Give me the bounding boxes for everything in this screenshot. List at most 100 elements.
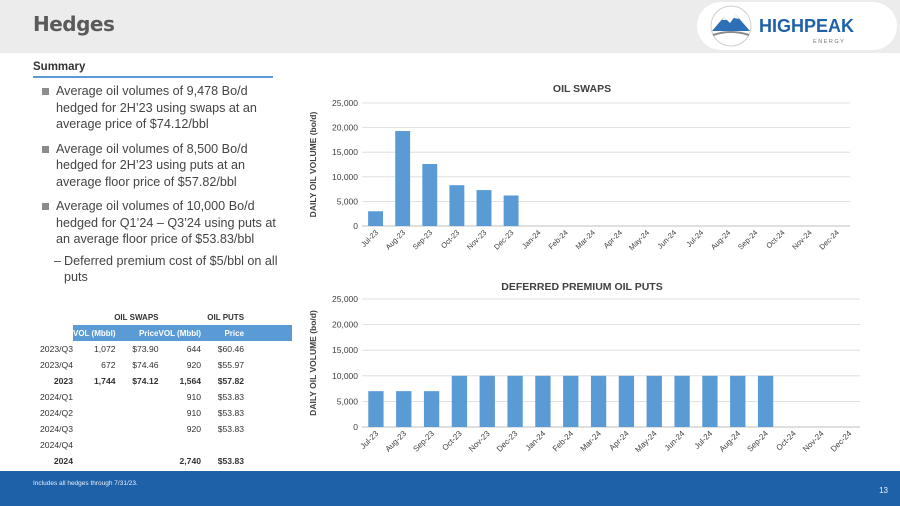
x-tick-label: Jun-24 (663, 429, 687, 453)
x-tick-label: Jan-24 (520, 228, 543, 251)
table-row: 2024/Q4 (30, 437, 292, 453)
footer-bar (0, 471, 900, 506)
cell: $74.46 (132, 360, 159, 370)
summary-bullets: Average oil volumes of 9,478 Bo/d hedged… (42, 83, 282, 286)
x-tick-label: Jul-23 (359, 429, 381, 451)
logo-subtext: E N E R G Y (813, 39, 844, 45)
y-tick-label: 10,000 (332, 172, 358, 182)
x-tick-label: Nov-23 (465, 228, 488, 251)
bar (451, 375, 468, 427)
company-logo: HIGHPEAK E N E R G Y (697, 2, 897, 50)
cell: 1,564 (179, 376, 202, 386)
table-row: 2023/Q3 1,072 $73.90 644 $60.46 (30, 341, 292, 357)
bullet-item: Average oil volumes of 9,478 Bo/d hedged… (42, 83, 282, 133)
x-tick-label: Mar-24 (579, 429, 604, 454)
cell: $73.90 (132, 344, 159, 354)
bar (674, 375, 690, 427)
square-bullet-icon (42, 145, 49, 153)
cell (116, 405, 159, 421)
bar (563, 375, 579, 427)
square-bullet-icon (42, 203, 49, 210)
y-tick-label: 15,000 (332, 147, 358, 157)
cell: 644 (186, 344, 202, 354)
cell: $53.83 (217, 392, 245, 402)
oil-puts-chart: DEFERRED PREMIUM OIL PUTS DAILY OIL VOLUM… (308, 281, 860, 454)
bar (476, 190, 492, 226)
y-tick-label: 15,000 (332, 345, 358, 355)
bullet-text: Average oil volumes of 8,500 Bo/d hedged… (56, 141, 248, 189)
x-tick-label: Jul-24 (684, 228, 705, 249)
oil-swaps-chart: OIL SWAPS DAILY OIL VOLUME (bo/d) 0 5,000 10… (308, 83, 850, 252)
x-tick-label: Feb-24 (551, 429, 576, 454)
x-tick-label: Apr-24 (602, 228, 624, 250)
page-title: Hedges (33, 12, 115, 36)
cell: 1,072 (94, 344, 116, 354)
summary-heading: Summary (33, 61, 86, 73)
x-tick-label: Dec-24 (817, 228, 840, 251)
y-tick-label: 25,000 (332, 294, 358, 304)
row-label: 2023/Q3 (40, 344, 73, 354)
x-tick-label: Nov-23 (467, 429, 492, 454)
x-tick-label: Sep-24 (736, 228, 759, 251)
table-column-header: VOL (Mbbl) Price VOL (Mbbl) Price (30, 325, 293, 341)
bar (422, 164, 438, 226)
bar (646, 375, 662, 427)
x-tick-label: Oct-23 (440, 429, 464, 453)
x-tick-label: May-24 (627, 228, 651, 252)
bar (368, 391, 384, 427)
snowcap-icon (722, 15, 739, 20)
dash-icon: – (54, 253, 62, 268)
group-header-puts: OIL PUTS (207, 312, 245, 322)
cell: 672 (101, 360, 116, 370)
swoosh-icon (712, 31, 750, 36)
page-number: 13 (879, 486, 888, 495)
x-tick-label: Jan-24 (524, 429, 548, 453)
cell: $53.83 (217, 456, 245, 466)
logo-wordmark: HIGHPEAK (759, 16, 854, 36)
bar (507, 375, 523, 427)
cell: 910 (186, 392, 202, 402)
bar (702, 375, 718, 427)
cell: 1,744 (94, 376, 116, 386)
row-label: 2024/Q1 (40, 392, 73, 402)
table-row: 2024/Q3 920 $53.83 (30, 421, 292, 437)
cell: $53.83 (217, 424, 245, 434)
hedge-table: OIL SWAPS OIL PUTS VOL (Mbbl) Price VOL … (30, 309, 293, 469)
row-label: 2023/Q4 (40, 360, 73, 370)
cell: $57.82 (217, 376, 245, 386)
x-tick-label: Aug-23 (384, 429, 409, 454)
cell (116, 453, 159, 469)
summary-underline (33, 76, 273, 78)
x-tick-label: Oct-24 (764, 228, 786, 250)
x-tick-label: Apr-24 (607, 429, 631, 453)
y-tick-label: 20,000 (332, 123, 358, 133)
x-tick-label: Dec-23 (492, 228, 515, 251)
x-tick-label: Aug-24 (709, 228, 732, 251)
column-header: Price (115, 325, 159, 341)
cell (73, 405, 116, 421)
y-tick-label: 10,000 (332, 371, 358, 381)
cell: 910 (186, 408, 202, 418)
x-tick-label: Dec-23 (495, 429, 520, 454)
x-tick-label: Aug-23 (384, 228, 407, 251)
chart-title: OIL SWAPS (553, 83, 611, 95)
sub-bullet-text: Deferred premium cost of $5/bbl on all p… (64, 253, 278, 285)
table-row-total: 2024 2,740 $53.83 (30, 453, 292, 469)
x-tick-label: Nov-24 (790, 228, 813, 251)
x-tick-label: Sep-23 (411, 429, 436, 454)
cell: 920 (186, 424, 202, 434)
cell (116, 421, 159, 437)
bar (757, 375, 774, 427)
cell: 920 (186, 360, 202, 370)
x-tick-label: Feb-24 (547, 228, 570, 251)
y-tick-label: 5,000 (337, 396, 359, 406)
y-tick-label: 0 (353, 221, 358, 231)
cell: $53.83 (217, 408, 245, 418)
y-tick-label: 5,000 (337, 196, 359, 206)
bar (395, 131, 411, 226)
cell (73, 453, 116, 469)
bar (479, 375, 495, 427)
row-label: 2023 (53, 376, 73, 386)
bar (368, 211, 384, 226)
bullet-text: Average oil volumes of 10,000 Bo/d hedge… (56, 199, 276, 246)
